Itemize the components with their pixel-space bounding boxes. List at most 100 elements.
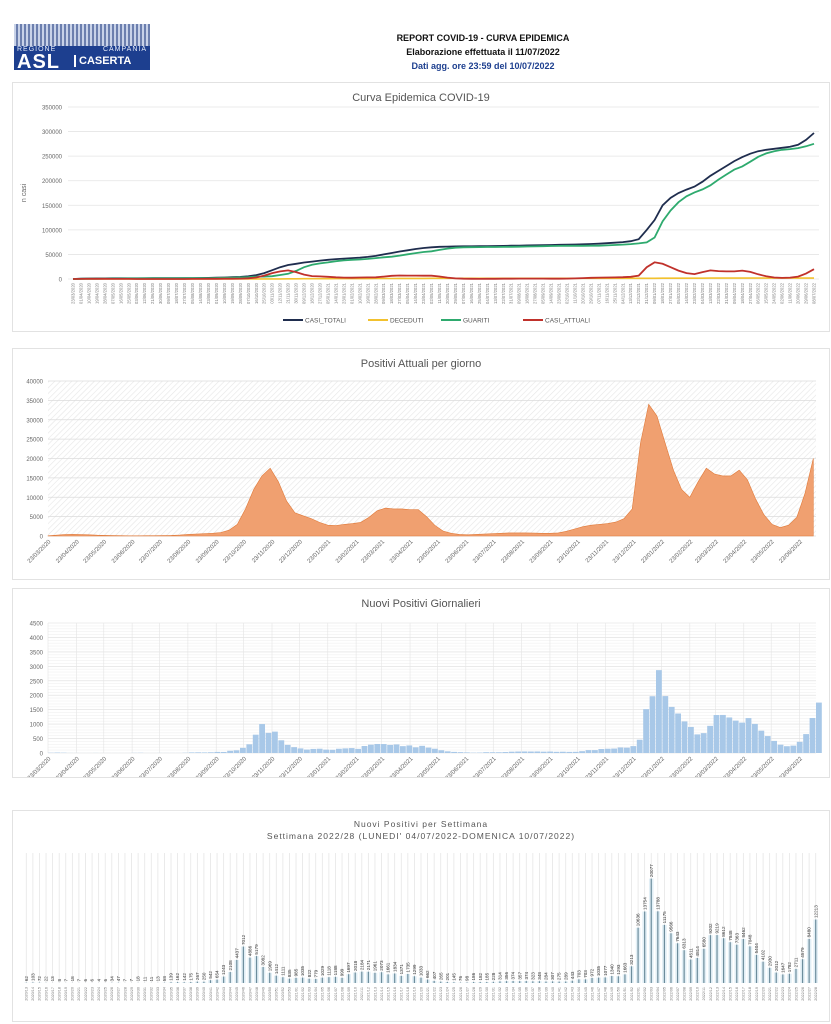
weekly-bar [466,982,468,983]
x-tick-label: 05/01/2021 [325,282,330,304]
x-tick-label: 2020/29 [130,987,134,1001]
y-tick-label: 50000 [45,253,62,259]
data-label: 13 [50,976,55,982]
data-label: 12213 [813,905,818,918]
x-tick-label: 09/08/2021 [517,282,522,304]
x-tick-label: 2020/31 [143,987,147,1001]
data-label: 284 [544,972,549,980]
data-label: 58 [162,976,167,982]
data-label: 7 [77,978,82,981]
weekly-bar [723,938,725,983]
x-tick-label: 13/07/2021 [493,282,498,304]
data-label: 357 [517,972,522,980]
daily-bar [617,747,624,753]
x-tick-label: 2021/10 [354,987,358,1001]
data-label: 2108 [228,960,233,971]
data-label: 62 [24,976,29,982]
x-tick-label: 25/06/2021 [477,282,482,304]
daily-bar [355,748,361,753]
x-tick-label: 2020/51 [275,987,279,1001]
data-label: 145 [451,973,456,981]
x-tick-label: 23/07/2021 [472,756,498,777]
weekly-bar [551,981,554,983]
data-label: 4437 [234,948,239,959]
series-line-casi_attuali [72,261,815,280]
weekly-bar [255,956,258,983]
weekly-bar [170,982,172,983]
weekly-bar [426,979,429,983]
x-tick-label: 10/04/2020 [86,282,91,304]
y-tick-label: 40000 [26,380,43,386]
x-tick-label: 23/06/2020 [111,756,137,777]
daily-bar [496,752,502,753]
x-tick-label: 23/01/2021 [307,539,333,565]
y-tick-label: 25000 [26,438,43,444]
x-tick-label: 18/04/2022 [740,282,745,304]
x-tick-label: 23/01/2021 [341,282,346,304]
x-tick-label: 23/11/2020 [251,539,277,565]
data-label: 323 [530,972,535,980]
x-tick-label: 23/05/2020 [83,539,109,565]
x-tick-label: 23/02/2022 [669,539,695,565]
data-label: 5404 [754,943,759,954]
x-tick-label: 31/07/2021 [509,282,514,304]
x-tick-label: 2020/38 [189,987,193,1001]
x-tick-label: 2022/17 [742,987,746,1001]
x-tick-label: 23/10/2020 [223,756,249,777]
x-tick-label: 23/10/2020 [223,539,249,565]
weekly-bar [229,972,231,983]
x-tick-label: 22/03/2022 [716,282,721,304]
data-label: 374 [524,971,529,979]
daily-bar [534,751,541,753]
x-tick-label: 2022/05 [663,987,667,1001]
data-label: 1661 [386,962,391,973]
daily-bar [579,751,585,753]
weekly-bar [380,972,383,983]
x-tick-label: 08/07/2022 [812,282,817,304]
x-tick-label: 2020/24 [97,987,101,1001]
x-tick-label: 2020/46 [242,987,246,1001]
x-tick-label: 28/09/2020 [238,282,243,304]
daily-bar [483,752,489,753]
x-tick-label: 2022/18 [748,987,752,1001]
data-label: 4814 [695,946,700,957]
daily-bar [745,718,752,753]
x-tick-label: 2020/35 [169,987,173,1001]
x-tick-label: 18/08/2021 [525,282,530,304]
x-tick-label: 23/01/2021 [307,756,333,777]
data-label: 1029 [320,965,325,976]
data-label: 250 [202,972,207,980]
weekly-bar [223,976,225,983]
x-tick-label: 29/05/2021 [453,282,458,304]
x-tick-label: 2020/43 [222,987,226,1001]
daily-bar [348,748,355,753]
daily-bar [547,751,553,753]
data-label: 314 [498,972,503,980]
daily-bar [726,717,733,753]
weekly-bar [262,966,264,983]
y-tick-label: 200000 [42,179,63,185]
x-tick-label: 2021/52 [630,987,634,1001]
daily-bar [803,734,809,753]
data-label: 1961 [373,961,378,972]
weekly-bar [301,977,304,983]
legend-label: DECEDUTI [390,318,423,325]
x-tick-label: 2022/14 [722,987,726,1001]
chart-title: Nuovi Positivi Giornalieri [361,598,480,610]
data-label: 4579 [800,947,805,958]
data-label: 307 [550,972,555,980]
x-tick-label: 2022/01 [636,987,640,1001]
daily-bar [240,747,246,753]
y-tick-label: 100000 [42,228,63,234]
weekly-bar [183,982,185,983]
x-tick-label: 23/12/2021 [612,539,638,565]
daily-bar [688,726,694,753]
x-tick-label: 01/04/2020 [78,282,83,304]
x-tick-label: 24/05/2022 [772,282,777,304]
chart-positivi-attuali: Positivi Attuali per giorno 0 5000 10000 150… [12,348,830,580]
daily-bar [553,751,560,753]
x-tick-label: 2020/36 [176,987,180,1001]
logo-text-caserta: CASERTA [74,55,150,67]
asl-caserta-logo: REGIONE CAMPANIA ASL CASERTA [14,24,150,70]
data-label: 3213 [629,954,634,965]
